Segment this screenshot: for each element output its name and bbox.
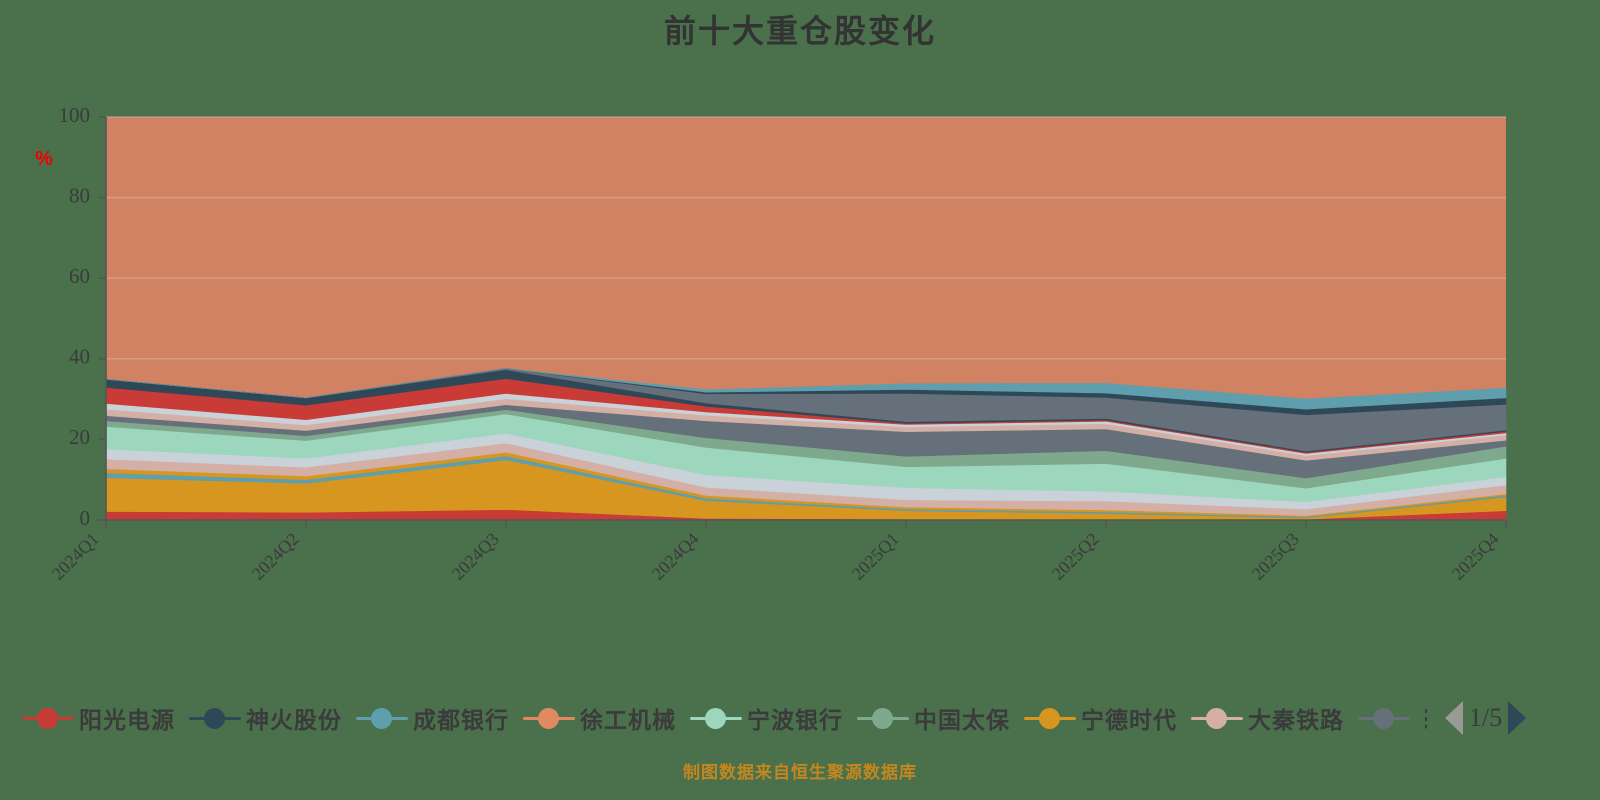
y-tick-label: 80 xyxy=(69,183,90,207)
area-series-16[interactable] xyxy=(105,368,1507,410)
chart-plot-area: 0 20 40 60 80 100 2024Q1 2024Q2 2024Q3 2024Q4 2025… xyxy=(48,103,1507,584)
x-tick-label: 2025Q2 xyxy=(1048,529,1103,584)
legend-item-label: 大秦铁路 xyxy=(1248,707,1344,733)
legend-marker-icon xyxy=(22,705,74,731)
legend-marker-icon xyxy=(690,705,742,731)
x-tick-label: 2025Q3 xyxy=(1248,529,1303,584)
legend-marker-icon xyxy=(189,705,241,731)
legend-item-6[interactable]: 中国太保 xyxy=(857,701,1010,735)
legend-item-8[interactable]: 大秦铁路 xyxy=(1191,701,1344,735)
legend-item-label: 徐工机械 xyxy=(580,707,676,733)
x-tick-label: 2025Q1 xyxy=(848,529,903,584)
x-tick-label: 2024Q4 xyxy=(648,529,703,584)
x-tick-label: 2025Q4 xyxy=(1448,529,1503,584)
footer-source-note: 制图数据来自恒生聚源数据库 xyxy=(683,763,917,782)
legend-item-9[interactable]: ⋮ xyxy=(1358,705,1427,732)
legend-item-7[interactable]: 宁德时代 xyxy=(1024,701,1177,735)
page-title: 前十大重仓股变化 xyxy=(663,13,936,49)
y-tick-label: 0 xyxy=(80,506,91,530)
legend-page-indicator: 1/5 xyxy=(1469,703,1503,732)
y-tick-label: 40 xyxy=(69,345,90,369)
y-tick-label: 60 xyxy=(69,264,90,288)
x-tick-label: 2024Q3 xyxy=(448,529,503,584)
legend-marker-icon xyxy=(1358,705,1410,731)
legend-marker-icon xyxy=(857,705,909,731)
legend-marker-icon xyxy=(523,705,575,731)
legend-item-label: 中国太保 xyxy=(914,707,1010,733)
legend-marker-icon xyxy=(356,705,408,731)
legend-item-5[interactable]: 宁波银行 xyxy=(690,701,843,735)
legend-item-label: 神火股份 xyxy=(246,707,342,733)
legend-item-label: 成都银行 xyxy=(413,707,509,733)
stacked-area-chart: 0 20 40 60 80 100 2024Q1 2024Q2 2024Q3 2024Q4 2025… xyxy=(48,103,1507,584)
legend-item-4[interactable]: 徐工机械 xyxy=(523,701,676,735)
x-tick-label: 2024Q2 xyxy=(248,529,303,584)
legend-item-label: 宁德时代 xyxy=(1081,707,1177,733)
legend-item-3[interactable]: 成都银行 xyxy=(356,701,509,735)
y-tick-label: 20 xyxy=(69,425,90,449)
y-tick-label: 100 xyxy=(59,103,91,127)
legend-item-label: 宁波银行 xyxy=(747,707,843,733)
legend-pagination: 1/5 xyxy=(1445,701,1527,735)
legend-item-1[interactable]: 阳光电源 xyxy=(22,701,175,735)
legend-marker-icon xyxy=(1024,705,1076,731)
legend-item-2[interactable]: 神火股份 xyxy=(189,701,342,735)
legend-next-page-arrow-icon[interactable] xyxy=(1508,701,1527,735)
legend-prev-page-arrow-icon[interactable] xyxy=(1445,701,1463,735)
x-tick-label: 2024Q1 xyxy=(48,529,103,584)
legend-item-label: 阳光电源 xyxy=(79,707,175,733)
legend-marker-icon xyxy=(1191,705,1243,731)
legend-item-label: ⋮ xyxy=(1415,704,1427,731)
y-axis-unit-label: % xyxy=(35,148,53,170)
chart-legend: 阳光电源 神火股份 成都银行 徐工机械 宁波银行 中国太保 宁德时代 大秦铁路 ⋮ 1/5 xyxy=(0,695,1600,741)
